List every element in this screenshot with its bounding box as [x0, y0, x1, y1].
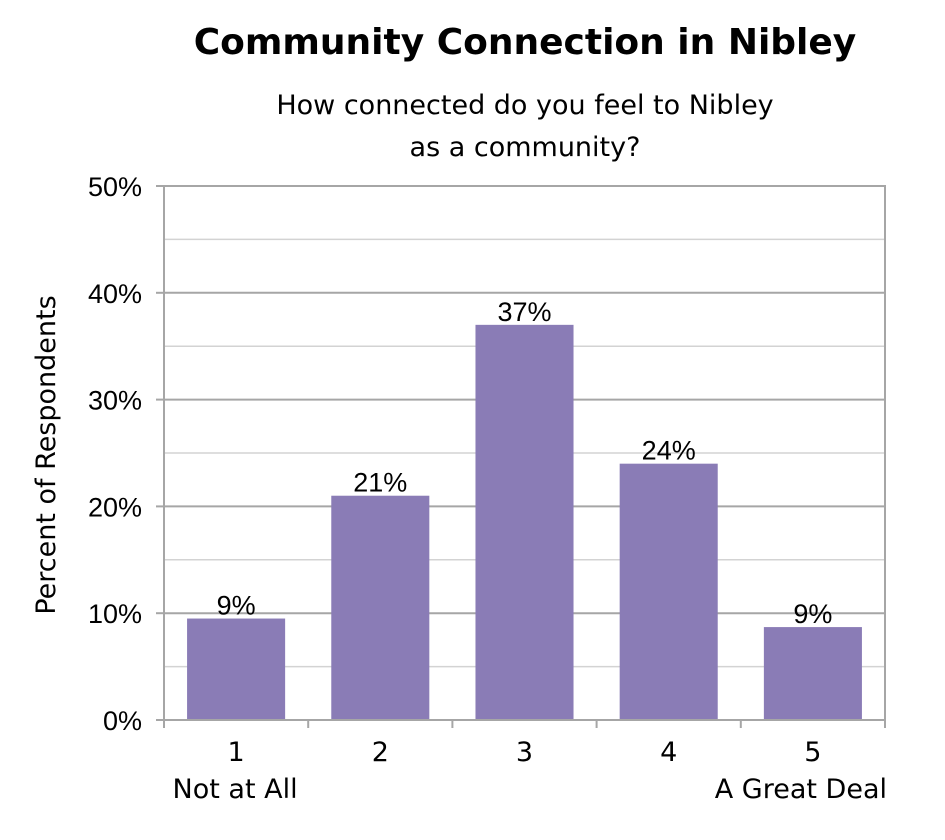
bar [619, 463, 718, 720]
x-tick-label: 4 [660, 737, 677, 768]
x-tick-label: 1 [228, 737, 245, 768]
x-tick-sublabel: Not at All [173, 774, 298, 805]
y-tick-label: 20% [88, 492, 142, 522]
y-tick-label: 50% [88, 172, 142, 202]
x-tick-sublabel: A Great Deal [715, 774, 887, 805]
chart-title: Community Connection in Nibley [193, 22, 857, 63]
data-label: 24% [642, 436, 696, 466]
x-tick-label: 3 [516, 737, 533, 768]
y-tick-label: 0% [103, 706, 142, 736]
y-tick-label: 10% [88, 599, 142, 629]
bar [475, 324, 574, 720]
data-label: 9% [217, 591, 256, 621]
data-label: 37% [497, 297, 551, 327]
bar [331, 495, 430, 720]
labels-layer: 9% 21% 37% 24% 9% [217, 297, 833, 629]
bar [187, 618, 286, 720]
x-tick-label: 5 [804, 737, 821, 768]
axes-layer: 0% 10% 20% 30% 40% 50% 1 Not at All 2 3 4 5 A Great … [88, 172, 887, 805]
data-label: 21% [353, 468, 407, 498]
chart-subtitle-line-2: as a community? [409, 132, 641, 163]
chart-subtitle-line-1: How connected do you feel to Nibley [276, 90, 774, 121]
y-axis-label: Percent of Respondents [31, 295, 62, 614]
bars-layer [187, 324, 862, 720]
bar [763, 627, 862, 720]
data-label: 9% [793, 599, 832, 629]
x-tick-label: 2 [372, 737, 389, 768]
plot-area-border [163, 185, 886, 721]
y-tick-label: 40% [88, 279, 142, 309]
y-tick-label: 30% [88, 386, 142, 416]
